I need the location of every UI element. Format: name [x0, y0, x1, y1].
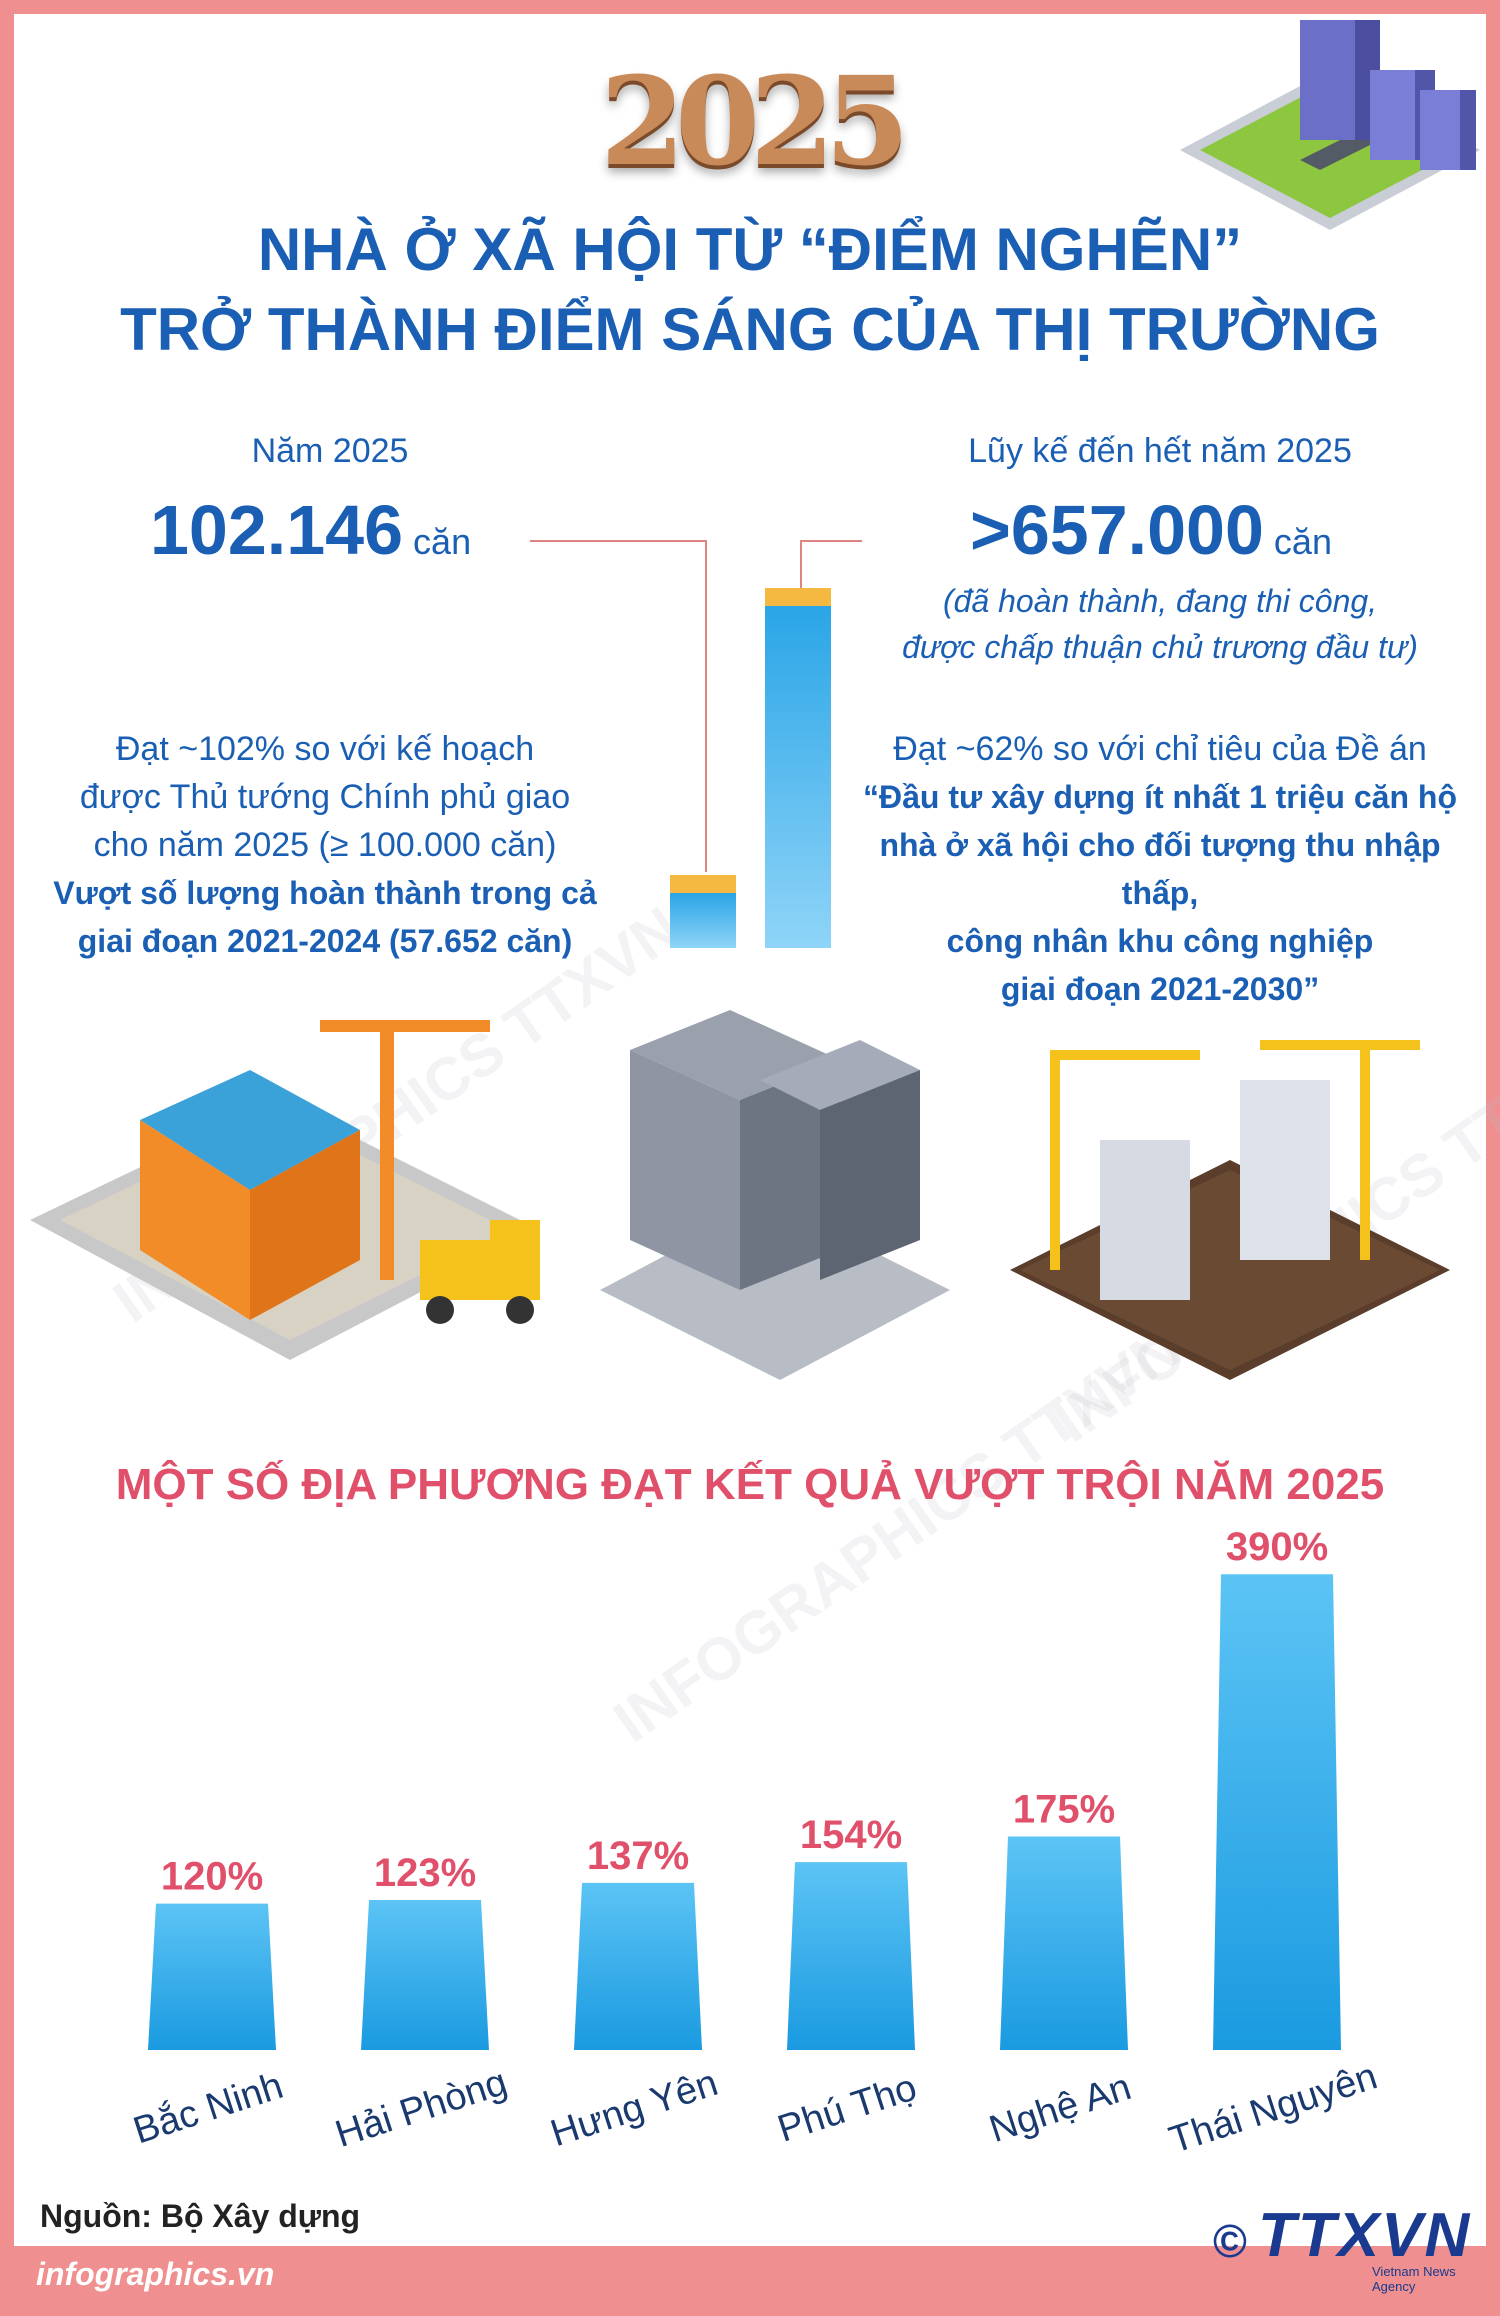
title-line-2: TRỞ THÀNH ĐIỂM SÁNG CỦA THỊ TRƯỜNG	[120, 296, 1380, 363]
chart-title: MỘT SỐ ĐỊA PHƯƠNG ĐẠT KẾT QUẢ VƯỢT TRỘI …	[115, 1460, 1385, 1509]
left-para-line-2: được Thủ tướng Chính phủ giao	[79, 778, 571, 816]
left-stat-label: Năm 2025	[251, 432, 409, 470]
apartment-illustration-center	[600, 1010, 950, 1380]
bar-0	[148, 1903, 276, 2050]
right-stat-note: (đã hoàn thành, đang thi công, được chấp…	[860, 578, 1460, 670]
year-heading: 2025	[600, 49, 910, 193]
ttxvn-logo: TTXVN	[1258, 2201, 1472, 2270]
right-note-line-1: (đã hoàn thành, đang thi công,	[942, 583, 1378, 619]
city-illustration	[1180, 20, 1480, 230]
category-label-2: Hưng Yên	[546, 2062, 723, 2155]
mini-bar-2025	[670, 893, 736, 948]
mini-bar-cap-cumulative	[765, 588, 831, 606]
copyright-icon: ©	[1213, 2215, 1247, 2267]
right-leader-line	[800, 540, 862, 592]
value-label-2: 137%	[587, 1834, 689, 1878]
construction-illustration-left	[30, 1020, 540, 1360]
value-label-3: 154%	[800, 1813, 902, 1857]
value-label-4: 175%	[1013, 1788, 1115, 1832]
mini-bar-cap-2025	[670, 875, 736, 893]
construction-site-illustration-right	[1010, 1040, 1450, 1380]
source-text: Nguồn: Bộ Xây dựng	[40, 2198, 361, 2234]
value-label-0: 120%	[161, 1855, 263, 1899]
category-label-3: Phú Thọ	[773, 2067, 922, 2151]
left-bold-line-1: Vượt số lượng hoàn thành trong cả	[53, 875, 597, 911]
category-label-0: Bắc Ninh	[128, 2064, 288, 2153]
mini-bar-cumulative	[765, 606, 831, 948]
right-stat-number: >657.000	[970, 491, 1264, 569]
left-stat-value: 102.146 căn	[150, 490, 471, 582]
bar-2	[574, 1882, 702, 2050]
left-bold-line-2: giai đoạn 2021-2024 (57.652 căn)	[77, 923, 573, 959]
locality-bar-chart: 120% Bắc Ninh 123% Hải Phòng 137% Hưng Yên 154…	[128, 1525, 1382, 2162]
right-note-line-2: được chấp thuận chủ trương đầu tư)	[902, 629, 1418, 665]
right-stat-paragraph: Đạt ~62% so với chỉ tiêu của Đề án	[893, 730, 1427, 768]
right-stat-value: >657.000 căn	[970, 490, 1332, 582]
right-bold-line-2: nhà ở xã hội cho đối tượng thu nhập thấp…	[879, 827, 1441, 911]
bar-3	[787, 1862, 915, 2050]
left-stat-number: 102.146	[150, 491, 404, 569]
bar-4	[1000, 1836, 1128, 2050]
bar-5	[1213, 1574, 1341, 2050]
category-label-5: Thái Nguyên	[1164, 2055, 1382, 2162]
category-label-4: Nghệ An	[984, 2066, 1136, 2151]
value-label-5: 390%	[1226, 1525, 1328, 1569]
left-para-line-3: cho năm 2025 (≥ 100.000 căn)	[93, 826, 557, 864]
right-bold-line-1: “Đầu tư xây dựng ít nhất 1 triệu căn hộ	[863, 779, 1457, 815]
left-stat-paragraph: Đạt ~102% so với kế hoạch được Thủ tướng…	[40, 725, 610, 869]
bar-1	[361, 1899, 489, 2050]
right-bold-line-3: công nhân khu công nghiệp	[946, 923, 1374, 959]
value-label-1: 123%	[374, 1851, 476, 1895]
left-leader-line	[530, 540, 707, 872]
left-stat-bold-text: Vượt số lượng hoàn thành trong cả giai đ…	[40, 869, 610, 965]
left-para-line-1: Đạt ~102% so với kế hoạch	[115, 730, 535, 768]
category-label-1: Hải Phòng	[330, 2061, 512, 2156]
right-bold-line-4: giai đoạn 2021-2030”	[1000, 971, 1320, 1007]
ttxvn-logo-subtitle: Vietnam News Agency	[1372, 2264, 1456, 2294]
right-stat-bold-text: “Đầu tư xây dựng ít nhất 1 triệu căn hộ …	[860, 773, 1460, 1013]
title-line-1: NHÀ Ở XÃ HỘI TỪ “ĐIỂM NGHẼN”	[257, 216, 1243, 283]
right-stat-label: Lũy kế đến hết năm 2025	[968, 432, 1352, 470]
left-stat-unit: căn	[413, 521, 472, 562]
right-stat-unit: căn	[1273, 521, 1332, 562]
site-link[interactable]: infographics.vn	[36, 2256, 275, 2292]
